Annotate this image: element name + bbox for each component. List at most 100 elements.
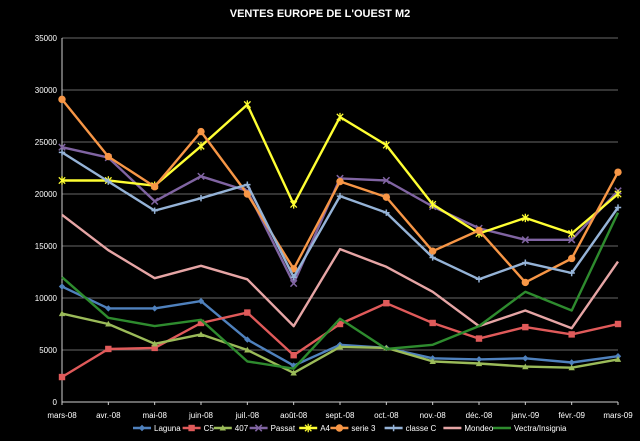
data-point-c5 <box>522 323 529 331</box>
data-point-serie-3 <box>614 168 622 176</box>
data-point-passat <box>197 172 205 181</box>
data-point-laguna <box>197 297 205 305</box>
chart-title: VENTES EUROPE DE L'OUEST M2 <box>230 8 410 20</box>
data-point-c5 <box>290 352 297 359</box>
legend-marker <box>304 423 312 433</box>
data-point-classe-c <box>336 192 344 200</box>
data-point-serie-3 <box>197 127 205 136</box>
data-point-c5 <box>383 300 390 307</box>
legend-marker <box>138 424 146 432</box>
data-point-laguna <box>568 359 575 366</box>
data-point-serie-3 <box>150 183 159 191</box>
data-point-c5 <box>197 319 205 327</box>
data-point-a4 <box>521 213 529 223</box>
data-point-laguna <box>475 356 483 363</box>
data-point-407 <box>614 356 622 362</box>
data-point-407 <box>336 343 344 350</box>
data-point-407 <box>58 310 66 317</box>
data-point-passat <box>521 236 530 244</box>
data-point-classe-c <box>58 149 66 156</box>
y-tick-label: 30000 <box>35 86 58 95</box>
legend-marker <box>335 424 344 432</box>
x-tick-label: mars-08 <box>47 411 77 420</box>
y-tick-label: 5000 <box>39 346 57 355</box>
x-tick-label: août-08 <box>280 411 308 420</box>
x-tick-label: janv.-09 <box>510 411 539 420</box>
series-line-vectra-insignia <box>61 212 620 370</box>
data-point-a4 <box>197 141 205 151</box>
data-point-serie-3 <box>58 95 66 104</box>
data-point-classe-c <box>105 178 112 185</box>
series-line-mondeo <box>61 213 619 330</box>
x-tick-label: juin-08 <box>188 411 214 420</box>
data-point-a4 <box>336 112 344 122</box>
legend-label: Laguna <box>154 424 181 433</box>
data-point-passat <box>150 197 159 206</box>
data-point-a4 <box>290 200 298 209</box>
x-tick-label: févr.-09 <box>558 411 585 420</box>
legend-marker <box>188 424 195 432</box>
data-point-407 <box>475 360 483 367</box>
data-point-serie-3 <box>289 265 298 273</box>
data-point-407 <box>105 320 112 327</box>
data-point-classe-c <box>383 209 390 216</box>
legend-label: classe C <box>406 424 437 433</box>
data-point-classe-c <box>151 207 158 214</box>
legend-item-classe-c: classe C <box>384 424 437 433</box>
legend-item-passat: Passat <box>249 424 296 433</box>
y-tick-label: 10000 <box>35 294 58 303</box>
data-point-passat <box>58 143 66 151</box>
data-point-classe-c <box>244 181 251 188</box>
x-tick-label: mai-08 <box>142 411 167 420</box>
data-point-407 <box>429 358 436 364</box>
legend-marker <box>219 424 226 431</box>
x-tick-label: avr.-08 <box>96 411 121 420</box>
data-point-407 <box>568 364 575 371</box>
data-point-classe-c <box>522 259 529 266</box>
data-point-c5 <box>105 345 112 353</box>
data-point-c5 <box>58 373 66 381</box>
data-point-serie-3 <box>475 226 483 235</box>
data-point-classe-c <box>197 194 205 202</box>
y-tick-label: 25000 <box>35 138 58 147</box>
legend-label: Vectra/Insignia <box>514 424 567 433</box>
legend-item-mondeo: Mondeo <box>443 424 494 433</box>
data-point-a4 <box>568 229 576 238</box>
data-point-passat <box>567 236 576 244</box>
data-point-serie-3 <box>382 193 391 201</box>
data-point-laguna <box>151 305 158 312</box>
data-point-laguna <box>244 336 251 343</box>
data-point-serie-3 <box>428 247 437 255</box>
data-point-407 <box>522 363 529 370</box>
series-serie-3 <box>58 95 622 287</box>
data-point-407 <box>244 346 251 353</box>
data-point-a4 <box>382 140 390 150</box>
data-point-a4 <box>429 200 437 209</box>
data-point-c5 <box>429 319 436 327</box>
legend-label: C5 <box>204 424 215 433</box>
legend-item-a4: A4 <box>299 423 331 433</box>
legend-label: Passat <box>271 424 296 433</box>
x-tick-label: sept.-08 <box>326 411 355 420</box>
y-tick-label: 0 <box>53 398 58 407</box>
data-point-c5 <box>614 320 622 328</box>
y-tick-label: 35000 <box>35 34 58 43</box>
data-point-serie-3 <box>336 177 344 186</box>
x-tick-label: oct.-08 <box>374 411 399 420</box>
legend-marker <box>390 424 397 432</box>
x-tick-label: juil.-08 <box>235 411 260 420</box>
data-point-laguna <box>522 355 529 362</box>
data-point-classe-c <box>475 276 483 283</box>
data-point-serie-3 <box>243 190 252 198</box>
legend-item-407: 407 <box>213 424 249 433</box>
series-vectra-insignia <box>61 212 620 370</box>
series-classe-c <box>58 149 622 283</box>
data-point-laguna <box>58 283 66 290</box>
data-point-serie-3 <box>521 278 530 287</box>
y-tick-label: 20000 <box>35 190 58 199</box>
legend-label: serie 3 <box>351 424 376 433</box>
x-tick-label: déc.-08 <box>466 411 493 420</box>
legend-item-vectra-insignia: Vectra/Insignia <box>493 424 567 433</box>
data-point-a4 <box>58 176 66 185</box>
